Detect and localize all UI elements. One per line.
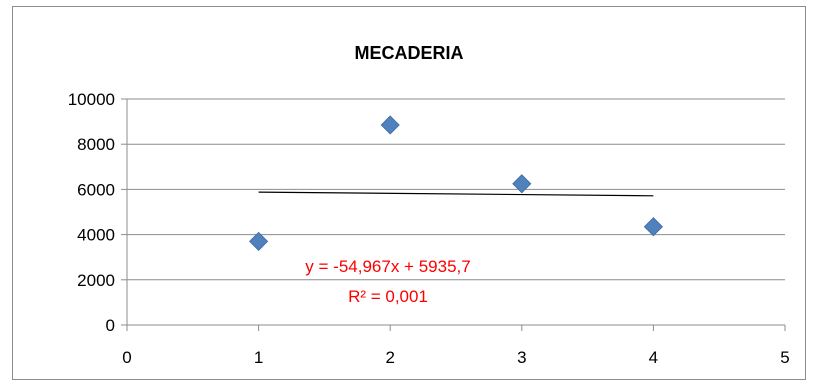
gridlines [127,98,785,281]
x-tick-label: 4 [649,348,658,367]
x-tick-label: 3 [517,348,526,367]
y-tick-label: 4000 [77,226,115,245]
data-points [249,115,663,251]
trendline-r2: R² = 0,001 [348,287,428,306]
data-point [643,217,663,237]
y-tick-label: 2000 [77,271,115,290]
x-tick-label: 2 [385,348,394,367]
x-tick-labels: 0 1 2 3 4 5 [122,348,789,367]
data-point [249,231,269,251]
y-tick-label: 10000 [68,90,115,109]
chart-title: MECADERIA [354,43,463,63]
x-tick-label: 1 [254,348,263,367]
data-point [512,174,532,194]
y-tick-label: 0 [106,316,115,335]
y-tick-labels: 0 2000 4000 6000 8000 10000 [68,90,115,335]
trendline [258,191,654,197]
x-tick-label: 0 [122,348,131,367]
trendline-equation: y = -54,967x + 5935,7 [305,257,470,276]
y-tick-label: 6000 [77,180,115,199]
y-tick-label: 8000 [77,135,115,154]
axes [121,98,786,331]
x-tick-label: 5 [780,348,789,367]
data-point [380,115,400,135]
trendline-layer [258,191,654,197]
